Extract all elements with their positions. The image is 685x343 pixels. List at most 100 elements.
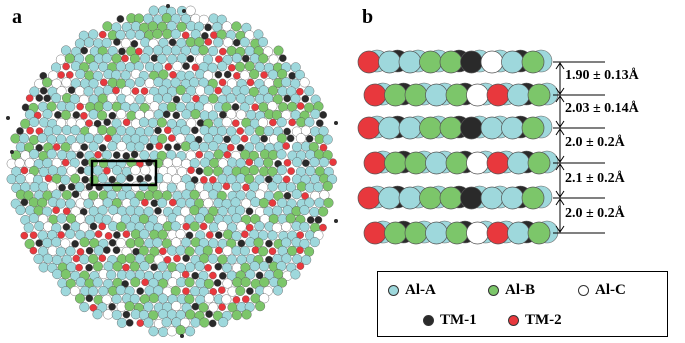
atom [186,55,195,63]
layer-atom [460,50,483,74]
atom [186,118,197,129]
layer-atom [460,116,483,140]
atom [175,229,186,240]
atom [103,166,111,175]
atom [310,108,321,119]
layer-atom [445,83,469,107]
atom [254,93,265,104]
atom [52,206,60,214]
atom [208,222,219,233]
atom [231,213,242,224]
legend-item-al-b: Al-B [488,282,535,299]
atom [291,189,302,200]
atom [61,125,72,136]
atom [35,144,44,152]
legend-swatch-tm-2 [508,315,519,326]
atom [253,237,264,248]
atom [235,190,246,201]
atom [92,309,103,320]
atom [118,47,126,56]
atom [209,176,217,184]
atom [282,142,291,150]
atom [309,157,320,168]
atom [231,119,240,127]
atom [75,263,83,272]
atom [70,141,81,152]
layer-atom [419,116,442,140]
layer-atom [527,151,551,175]
atom [80,112,88,120]
atom [144,78,155,89]
atom [102,101,113,112]
atom [194,135,203,144]
atom [148,293,159,304]
atom [283,191,292,200]
atom [171,237,182,248]
atom [98,144,107,152]
atom [260,71,268,79]
atom [80,46,88,55]
atom [299,238,310,249]
arrowhead [555,95,565,103]
atom [277,277,288,288]
atom [66,71,74,79]
layer-atom [527,83,551,107]
atom [214,86,222,95]
atom [286,134,295,143]
atom [192,94,200,103]
atom [122,263,130,272]
atom [217,206,228,217]
atom [104,232,113,240]
atom [189,158,200,169]
atom [125,205,136,216]
arrowhead [555,155,565,163]
atom [66,134,77,145]
atom [122,310,131,319]
atom [171,173,182,184]
atom [231,21,242,32]
atom [204,293,215,304]
layer-atom [460,186,483,210]
atom [218,317,229,328]
atom [147,117,158,128]
legend-label-tm-1: TM-1 [440,312,477,328]
atom [98,286,109,297]
atom [126,174,134,182]
atom [79,302,90,313]
atom [227,64,236,72]
layer-atom [398,116,422,140]
layer-atom [404,221,428,245]
atom [93,133,104,144]
atom [248,165,259,176]
atom [203,133,214,144]
atom [97,302,108,313]
atom [322,181,333,192]
atom [180,125,191,136]
atom [104,134,112,142]
rim-atom [182,9,186,13]
atom [97,124,108,135]
atom [76,102,84,111]
layer-atom [501,186,524,210]
atom [263,46,274,57]
atom [278,54,287,63]
atom [218,272,227,280]
atom [263,126,274,137]
atom [56,86,67,97]
atom [301,192,309,200]
atom [116,221,127,232]
atom [157,133,168,144]
layer-atom [419,50,442,74]
atom [70,125,81,136]
atom [240,277,251,288]
atom [190,317,201,328]
atom [246,287,254,295]
atom [57,71,65,79]
atom [88,253,99,264]
layer-atom [480,50,504,74]
atom [106,93,117,104]
atom [56,101,67,112]
spacing-label-5: 2.0 ± 0.2Å [565,206,625,221]
atom [111,118,122,129]
atom [116,317,127,328]
